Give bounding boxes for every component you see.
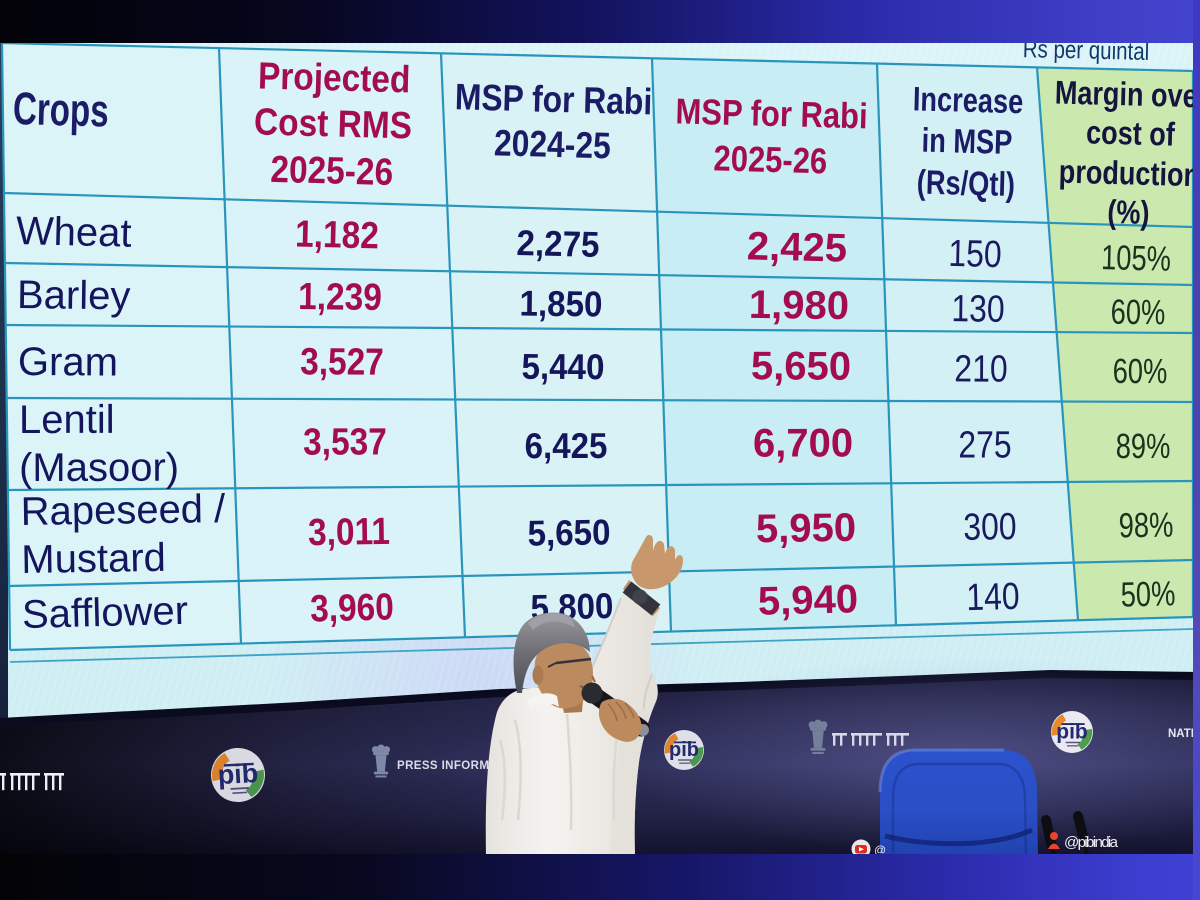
svg-text:NATIONAL M: NATIONAL M bbox=[1168, 728, 1200, 740]
svg-text:pib: pib bbox=[669, 739, 699, 761]
svg-text:pib: pib bbox=[1056, 720, 1088, 743]
svg-text:@pibindia: @pibindia bbox=[1064, 834, 1119, 851]
svg-text:@: @ bbox=[874, 843, 886, 857]
